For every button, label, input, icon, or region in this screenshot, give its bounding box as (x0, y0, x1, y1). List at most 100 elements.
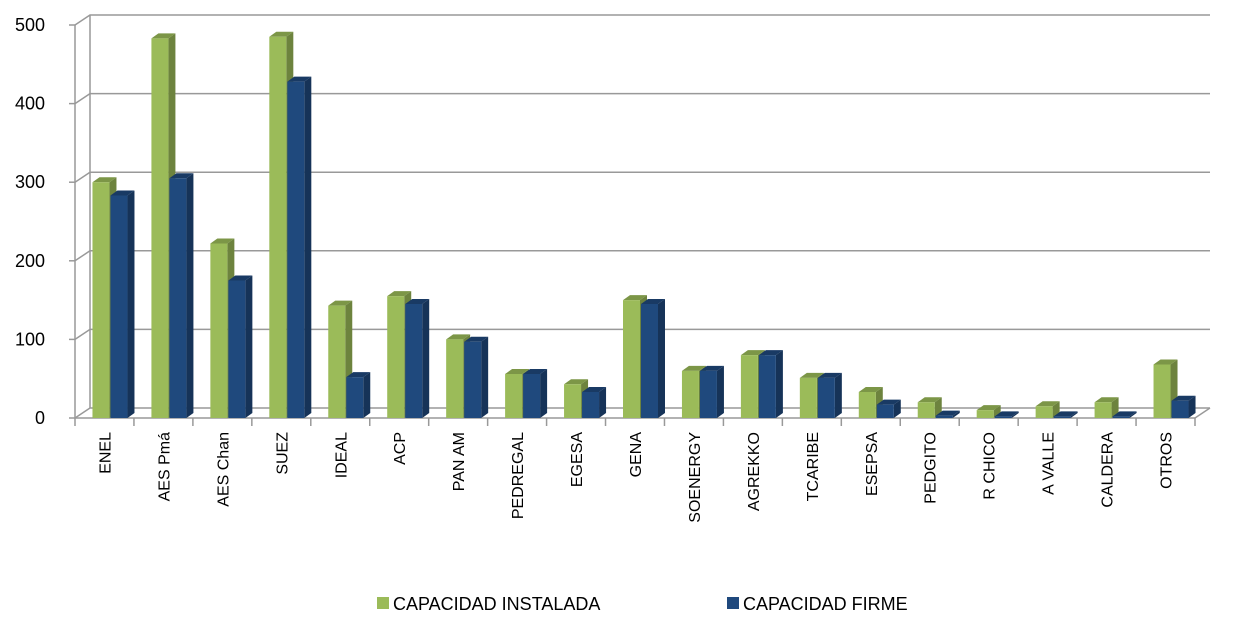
bar-face (976, 405, 1001, 411)
bar-face (623, 295, 647, 301)
bar-face (210, 243, 228, 418)
bar-face (993, 405, 1001, 418)
bar-face (799, 377, 817, 418)
x-tick-label: SUEZ (274, 432, 291, 475)
bar (699, 365, 724, 418)
bar-face (935, 415, 953, 418)
x-tick-label: ENEL (97, 432, 114, 474)
y-tick-label: 500 (15, 15, 45, 35)
bar (287, 76, 312, 418)
bar (994, 411, 1019, 418)
bar-face (481, 336, 489, 418)
bar-face (740, 350, 765, 356)
bar-face (582, 392, 600, 418)
bar (1053, 411, 1078, 418)
bar-face (817, 372, 842, 378)
grid-line (74, 250, 1210, 262)
bar-face (1171, 395, 1196, 401)
y-tick-label: 300 (15, 172, 45, 192)
bar-face (1094, 397, 1119, 403)
y-tick-label: 200 (15, 251, 45, 271)
bar-face (186, 173, 194, 418)
bar-face (716, 365, 724, 418)
y-tick-label: 0 (35, 408, 45, 428)
grid-line (74, 92, 1210, 105)
bar-face (599, 387, 607, 418)
bar-face (917, 402, 935, 418)
x-tick-label: R CHICO (982, 432, 999, 500)
bar-face (110, 190, 135, 196)
bar-face (858, 392, 876, 418)
bar-face (92, 182, 110, 418)
bar-face (740, 355, 758, 418)
x-tick-label: CALDERA (1100, 432, 1117, 508)
bar-face (1035, 401, 1060, 407)
bar-face (952, 410, 960, 418)
bar-face (1153, 364, 1171, 418)
bar (758, 350, 783, 418)
bar-face (917, 397, 942, 403)
axis-floor (1194, 407, 1211, 419)
bar-face (304, 76, 312, 418)
bar (1171, 395, 1196, 418)
bar (582, 387, 607, 418)
bar (641, 299, 665, 418)
x-tick-label: PEDGITO (923, 432, 940, 504)
bar-face (464, 336, 489, 342)
bar-face (328, 305, 346, 418)
bar (1112, 411, 1137, 418)
bar-face (405, 299, 430, 305)
bar-face (1070, 411, 1078, 418)
legend-swatch (377, 597, 389, 609)
bar-face (269, 36, 287, 418)
bar-face (169, 173, 194, 179)
bar-face (1129, 411, 1137, 418)
bar (817, 372, 842, 418)
bar (346, 372, 371, 418)
bar-face (92, 177, 117, 183)
bar-face (994, 411, 1019, 417)
bar-face (363, 372, 371, 418)
bar (228, 275, 253, 418)
bar (876, 399, 901, 418)
bar-face (817, 377, 835, 418)
bar-face (1053, 411, 1078, 417)
bar-face (110, 195, 128, 418)
bar-face (169, 178, 187, 418)
bar-face (287, 81, 305, 418)
bar-face (681, 370, 699, 418)
x-tick-label: GENA (628, 432, 645, 478)
x-tick-label: AGREKKO (746, 432, 763, 511)
x-tick-label: PAN AM (451, 432, 468, 491)
bar-face (446, 334, 471, 340)
x-tick-label: AES Chan (215, 432, 232, 507)
y-tick-label: 400 (15, 94, 45, 114)
bar-face (127, 190, 135, 418)
bar-face (405, 304, 423, 418)
bar-face (505, 368, 530, 374)
bar-face (446, 339, 464, 418)
bar-face (564, 384, 582, 418)
bar-face (269, 31, 294, 37)
x-tick-label: AES Pmá (156, 432, 173, 501)
bar-face (505, 373, 523, 418)
bar-face (1112, 416, 1130, 418)
grid-line (74, 328, 1210, 341)
bar-face (658, 299, 665, 418)
bar-face (876, 399, 901, 405)
bar-face (1188, 395, 1196, 418)
bar-face (1171, 400, 1189, 418)
x-tick-label: EGESA (569, 432, 586, 487)
bar-face (1035, 406, 1053, 418)
bar-face (287, 76, 312, 82)
bar (110, 190, 135, 418)
x-tick-label: A VALLE (1041, 432, 1058, 495)
bar-face (540, 368, 548, 418)
bar-face (464, 341, 482, 418)
bar-face (699, 365, 724, 371)
bar (935, 410, 960, 418)
bar-face (564, 379, 589, 385)
bar-face (346, 372, 371, 378)
bar-face (523, 373, 541, 418)
